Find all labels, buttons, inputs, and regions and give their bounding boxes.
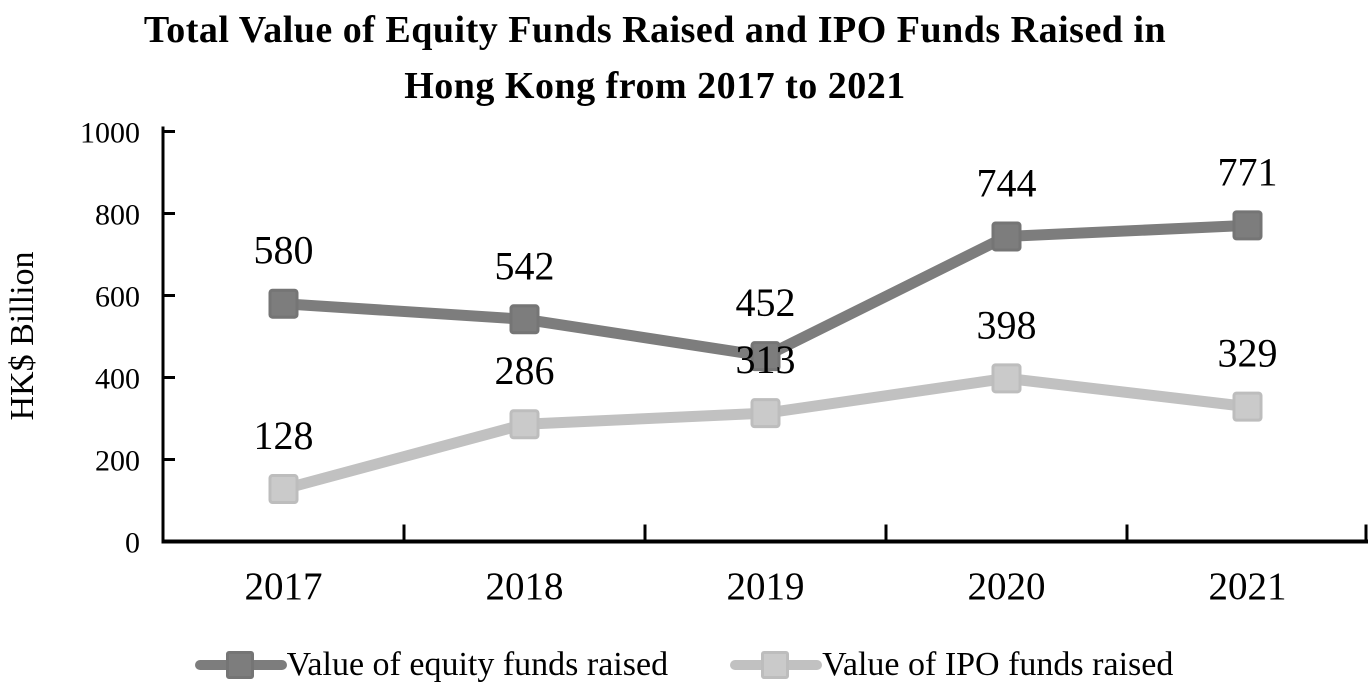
y-tick-label: 200 [95, 445, 140, 478]
data-point-marker [750, 341, 781, 372]
y-axis-title: HK$ Billion [4, 251, 41, 420]
y-tick-label: 400 [95, 363, 140, 396]
data-point-marker [991, 221, 1022, 252]
legend-item-ipo: Value of IPO funds raised [730, 646, 1173, 684]
legend-marker-equity [225, 651, 254, 679]
data-point-marker [509, 409, 540, 440]
data-point-marker [268, 474, 299, 505]
data-point-marker [1232, 210, 1263, 241]
y-tick-label: 800 [95, 199, 140, 232]
ipo-series-swatch-icon [730, 650, 823, 680]
legend-label-equity: Value of equity funds raised [286, 646, 669, 683]
chart-title-line2: Hong Kong from 2017 to 2021 [404, 65, 906, 107]
x-tick-label: 2020 [968, 565, 1046, 608]
legend-label-ipo: Value of IPO funds raised [822, 646, 1174, 683]
data-label: 452 [736, 280, 796, 325]
data-label: 286 [495, 348, 555, 393]
x-tick-label: 2021 [1209, 565, 1287, 608]
y-tick-label: 0 [125, 527, 140, 560]
data-label: 329 [1218, 331, 1278, 376]
data-label: 313 [736, 337, 796, 382]
data-label: 771 [1218, 149, 1278, 194]
data-label: 744 [977, 160, 1037, 205]
data-point-marker [1232, 391, 1263, 422]
data-point-marker [991, 363, 1022, 394]
legend-marker-ipo [761, 651, 790, 679]
data-point-marker [268, 288, 299, 319]
data-point-marker [750, 398, 781, 429]
data-label: 128 [254, 413, 314, 458]
data-point-marker [509, 304, 540, 335]
legend-item-equity: Value of equity funds raised [194, 646, 669, 684]
y-tick-label: 600 [95, 281, 140, 314]
x-tick-label: 2018 [486, 565, 564, 608]
data-label: 542 [495, 243, 555, 288]
chart-title: Total Value of Equity Funds Raised and I… [0, 2, 1368, 114]
chart-legend: Value of equity funds raised Value of IP… [0, 646, 1368, 684]
series-line-1 [278, 372, 1253, 495]
data-label: 580 [254, 228, 314, 273]
equity-series-swatch-icon [194, 650, 287, 680]
chart-title-line1: Total Value of Equity Funds Raised and I… [143, 9, 1167, 51]
x-tick-label: 2019 [727, 565, 805, 608]
data-label: 398 [977, 302, 1037, 347]
x-tick-label: 2017 [245, 565, 323, 608]
y-tick-label: 1000 [80, 117, 140, 150]
